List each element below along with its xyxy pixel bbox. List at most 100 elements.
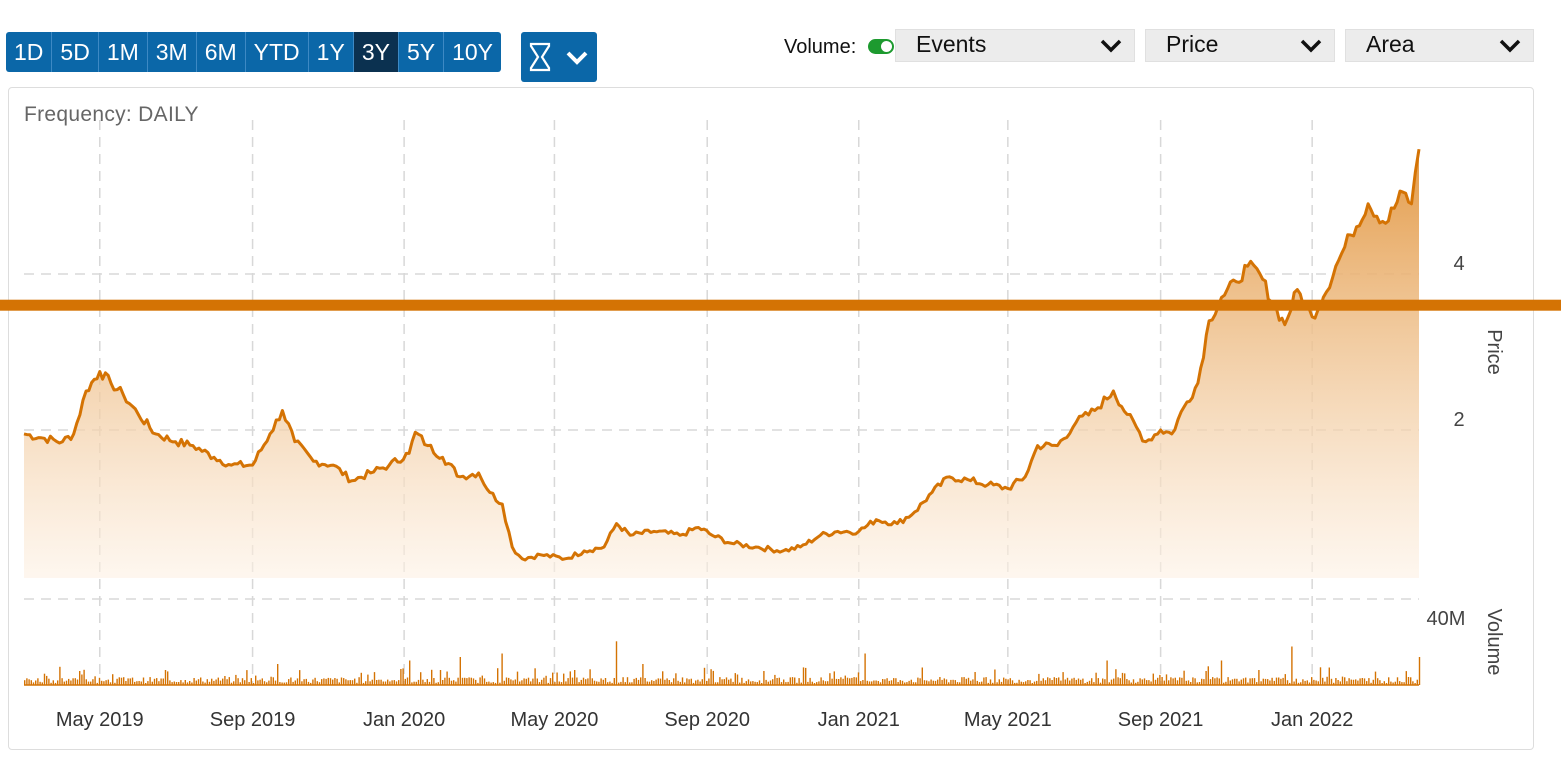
range-button-ytd[interactable]: YTD bbox=[246, 32, 309, 72]
volume-bar bbox=[882, 679, 884, 685]
volume-bar bbox=[571, 677, 574, 685]
volume-bar bbox=[257, 680, 259, 685]
volume-toggle[interactable] bbox=[868, 39, 894, 54]
range-button-1d[interactable]: 1D bbox=[6, 32, 53, 72]
volume-bar bbox=[611, 682, 613, 685]
volume-bar bbox=[785, 682, 787, 685]
volume-bar bbox=[448, 677, 450, 685]
volume-bar bbox=[743, 682, 745, 685]
volume-bar bbox=[538, 682, 541, 685]
volume-bar bbox=[1113, 678, 1115, 685]
range-button-1m[interactable]: 1M bbox=[99, 32, 148, 72]
volume-bar bbox=[970, 680, 972, 685]
volume-bar bbox=[85, 679, 87, 685]
volume-bar bbox=[96, 682, 98, 685]
volume-bar bbox=[626, 677, 629, 685]
range-button-10y[interactable]: 10Y bbox=[452, 39, 494, 65]
volume-bar bbox=[1154, 679, 1157, 685]
volume-bar bbox=[525, 678, 527, 685]
volume-bar bbox=[1137, 681, 1139, 685]
volume-bar bbox=[259, 679, 261, 685]
volume-bar bbox=[1104, 679, 1106, 685]
range-button-1y[interactable]: 1Y bbox=[309, 32, 354, 72]
volume-bar bbox=[1223, 682, 1225, 685]
volume-bar bbox=[57, 680, 59, 685]
volume-bar bbox=[895, 678, 897, 685]
volume-bar bbox=[1322, 677, 1324, 685]
volume-bar bbox=[1405, 671, 1407, 685]
volume-bar bbox=[252, 683, 255, 685]
volume-bar bbox=[589, 669, 591, 685]
volume-bar bbox=[1242, 678, 1245, 685]
volume-bar bbox=[48, 678, 50, 685]
volume-bar bbox=[378, 679, 380, 685]
volume-bar bbox=[1361, 678, 1363, 685]
range-selector: 1D 5D 1M 3M 6M YTD 1Y 3Y 5Y 10Y bbox=[6, 32, 502, 72]
volume-bar bbox=[461, 677, 464, 685]
volume-bar bbox=[391, 680, 393, 685]
volume-bar bbox=[68, 678, 70, 685]
events-select[interactable]: Events bbox=[895, 29, 1135, 62]
range-button-5y[interactable]: 5Y bbox=[399, 32, 445, 72]
chart-tools-button[interactable] bbox=[521, 32, 597, 82]
volume-bar bbox=[992, 682, 994, 685]
volume-bar bbox=[222, 678, 224, 685]
volume-bar bbox=[939, 677, 941, 685]
volume-bar bbox=[1337, 680, 1339, 685]
volume-bar bbox=[1055, 678, 1058, 685]
volume-bar bbox=[545, 675, 547, 685]
volume-bar bbox=[1183, 670, 1185, 685]
volume-bar bbox=[1130, 682, 1132, 685]
price-select[interactable]: Price bbox=[1145, 29, 1335, 62]
volume-bar bbox=[178, 682, 180, 685]
volume-bar bbox=[688, 679, 690, 685]
volume-bar bbox=[664, 679, 666, 685]
volume-bar bbox=[1245, 677, 1247, 685]
volume-bar bbox=[409, 660, 411, 685]
volume-bar bbox=[1058, 677, 1060, 685]
volume-bar bbox=[813, 683, 816, 685]
volume-bar bbox=[281, 682, 283, 685]
volume-bar bbox=[657, 678, 659, 685]
volume-bar bbox=[365, 681, 367, 685]
range-button-5d[interactable]: 5D bbox=[52, 32, 99, 72]
volume-bar bbox=[499, 682, 501, 685]
volume-bar bbox=[382, 681, 384, 685]
volume-bar bbox=[576, 677, 578, 685]
volume-bar bbox=[74, 678, 76, 685]
volume-bar bbox=[811, 681, 813, 685]
volume-bar bbox=[904, 682, 906, 685]
volume-bar bbox=[857, 672, 860, 685]
volume-bar bbox=[1119, 678, 1121, 685]
price-tick-label: 4 bbox=[1453, 253, 1464, 275]
volume-bar bbox=[769, 680, 772, 685]
volume-bar bbox=[1220, 660, 1223, 685]
volume-bar bbox=[1040, 680, 1042, 685]
volume-bar bbox=[1355, 679, 1357, 685]
volume-bar bbox=[125, 681, 127, 685]
volume-bar bbox=[1392, 682, 1394, 685]
volume-bar bbox=[1174, 677, 1176, 685]
volume-bar bbox=[1308, 682, 1311, 685]
volume-bar bbox=[1341, 676, 1344, 685]
volume-bar bbox=[1282, 677, 1284, 685]
volume-bar bbox=[1333, 682, 1335, 685]
range-button-3y[interactable]: 3Y bbox=[353, 32, 399, 72]
volume-bar bbox=[708, 678, 710, 685]
range-button-3m[interactable]: 3M bbox=[148, 32, 197, 72]
volume-bar bbox=[772, 679, 774, 685]
volume-bar bbox=[312, 679, 314, 685]
volume-bar bbox=[200, 677, 202, 685]
volume-bar bbox=[402, 668, 404, 685]
volume-bar bbox=[1238, 681, 1240, 685]
volume-bar bbox=[1388, 677, 1390, 685]
volume-bar bbox=[1399, 681, 1401, 685]
range-button-6m[interactable]: 6M bbox=[197, 32, 246, 72]
chart-type-select[interactable]: Area bbox=[1345, 29, 1534, 62]
volume-bar bbox=[1185, 680, 1187, 685]
volume-bar bbox=[860, 681, 862, 685]
volume-bar bbox=[549, 678, 552, 685]
volume-bar bbox=[1216, 677, 1218, 685]
volume-bar bbox=[1084, 683, 1086, 685]
volume-bar bbox=[1280, 678, 1282, 685]
